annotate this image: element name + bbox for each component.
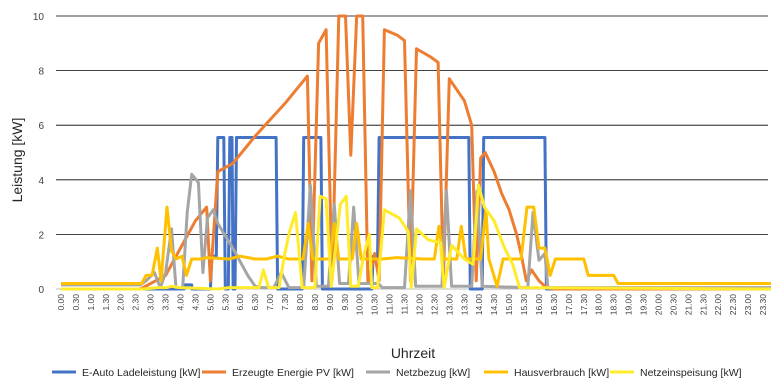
legend-label: Hausverbrauch [kW]: [514, 367, 609, 379]
x-tick-label: 17.00: [564, 294, 574, 316]
x-tick-label: 10.30: [370, 294, 380, 316]
x-axis-title: Uhrzeit: [391, 345, 435, 361]
x-tick-label: 22.30: [728, 294, 738, 316]
legend: E-Auto Ladeleistung [kW] Erzeugte Energie…: [52, 367, 742, 379]
x-tick-label: 6.30: [250, 294, 260, 311]
x-tick-label: 21.00: [683, 294, 693, 316]
series-line: [61, 205, 771, 288]
x-tick-label: 0.30: [71, 294, 81, 311]
x-tick-label: 16.00: [534, 294, 544, 316]
legend-label: Netzeinspeisung [kW]: [640, 367, 742, 379]
x-tick-label: 14.00: [474, 294, 484, 316]
x-tick-label: 7.00: [265, 294, 275, 311]
x-tick-label: 1.30: [101, 294, 111, 311]
series-line: [61, 14, 771, 291]
x-axis-tick-labels: 0.00 0.30 1.00 1.30 2.00 2.30 3.00 3.30 4.00 4.30…: [56, 294, 768, 316]
x-tick-label: 1.00: [86, 294, 96, 311]
x-tick-label: 19.30: [639, 294, 649, 316]
x-tick-label: 20.30: [668, 294, 678, 316]
x-tick-label: 5.30: [220, 294, 230, 311]
x-tick-label: 15.30: [519, 294, 529, 316]
x-tick-label: 21.30: [698, 294, 708, 316]
x-tick-label: 13.30: [459, 294, 469, 316]
y-tick-label: 6: [38, 121, 44, 132]
series-line: [61, 183, 771, 291]
x-tick-label: 11.30: [400, 294, 410, 315]
y-axis-tick-labels: 0 2 4 6 8 10: [33, 12, 45, 296]
series-lines: [61, 14, 771, 291]
x-tick-label: 8.00: [295, 294, 305, 311]
x-tick-label: 9.00: [325, 294, 335, 311]
x-tick-label: 3.30: [161, 294, 171, 311]
x-tick-label: 0.00: [56, 294, 66, 311]
x-tick-label: 18.00: [594, 294, 604, 316]
x-tick-label: 22.00: [713, 294, 723, 316]
legend-label: E-Auto Ladeleistung [kW]: [82, 367, 201, 379]
x-tick-label: 6.00: [235, 294, 245, 311]
x-tick-label: 12.00: [414, 294, 424, 316]
x-tick-label: 18.30: [609, 294, 619, 316]
x-tick-label: 17.30: [579, 294, 589, 316]
x-tick-label: 3.00: [146, 294, 156, 311]
x-tick-label: 23.00: [743, 294, 753, 316]
x-tick-label: 4.30: [190, 294, 200, 311]
x-tick-label: 16.30: [549, 294, 559, 316]
legend-label: Netzbezug [kW]: [396, 367, 470, 379]
x-tick-label: 20.00: [653, 294, 663, 316]
legend-label: Erzeugte Energie PV [kW]: [232, 367, 354, 379]
x-tick-label: 13.00: [444, 294, 454, 316]
y-axis-title: Leistung [kW]: [9, 118, 25, 203]
x-tick-label: 19.00: [624, 294, 634, 316]
x-tick-label: 15.00: [504, 294, 514, 316]
y-tick-label: 10: [33, 12, 45, 23]
x-tick-label: 2.00: [116, 294, 126, 311]
x-tick-label: 4.00: [175, 294, 185, 311]
x-tick-label: 2.30: [131, 294, 141, 311]
y-tick-label: 4: [38, 176, 44, 187]
y-tick-label: 8: [38, 67, 44, 78]
x-tick-label: 7.30: [280, 294, 290, 311]
x-tick-label: 14.30: [489, 294, 499, 316]
x-tick-label: 5.00: [205, 294, 215, 311]
x-tick-label: 11.00: [385, 294, 395, 315]
x-tick-label: 23.30: [758, 294, 768, 316]
y-tick-label: 0: [38, 285, 44, 296]
x-tick-label: 10.00: [355, 294, 365, 316]
x-tick-label: 8.30: [310, 294, 320, 311]
x-tick-label: 12.30: [429, 294, 439, 316]
y-tick-label: 2: [38, 230, 44, 241]
x-tick-label: 9.30: [340, 294, 350, 311]
